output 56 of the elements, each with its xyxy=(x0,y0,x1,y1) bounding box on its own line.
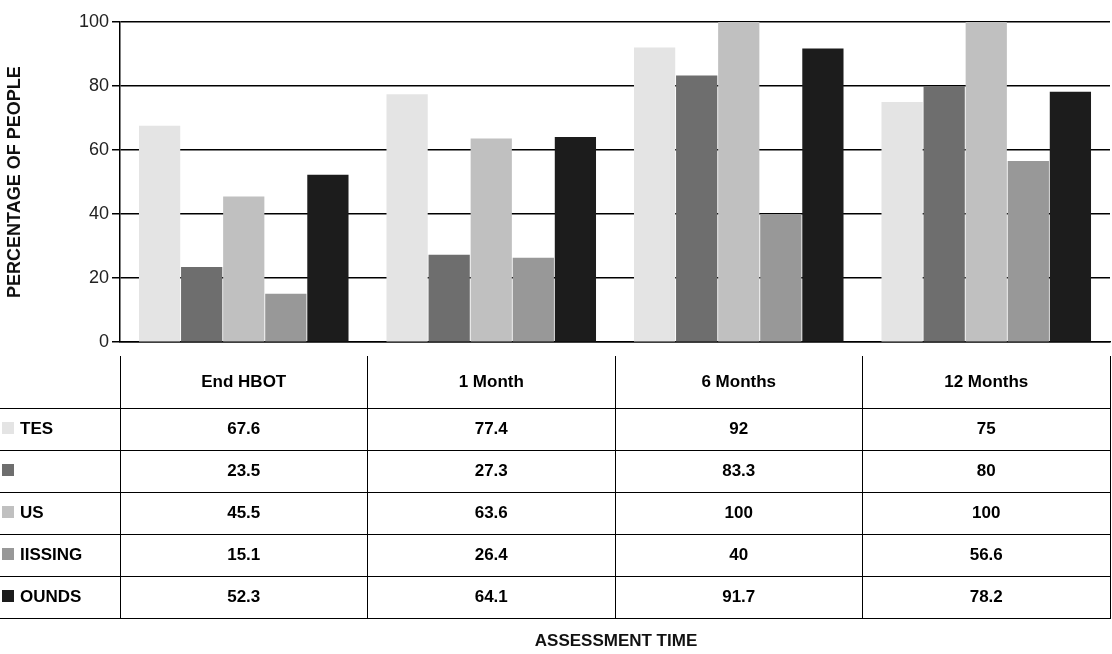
data-label: 40 xyxy=(615,534,863,576)
data-label: 67.6 xyxy=(120,408,368,450)
legend-label: OUNDS xyxy=(0,576,120,618)
data-label: 100 xyxy=(862,492,1110,534)
data-label: 63.6 xyxy=(367,492,615,534)
bar xyxy=(923,86,965,342)
text: ASSESSMENT TIME xyxy=(533,630,699,651)
data-label: 78.2 xyxy=(862,576,1110,618)
legend-label: IISSING xyxy=(0,534,120,576)
bar xyxy=(802,48,844,342)
bar xyxy=(138,125,181,342)
data-label: 56.6 xyxy=(862,534,1110,576)
data-label: 80 xyxy=(862,450,1110,492)
data-label: 15.1 xyxy=(120,534,368,576)
data-label: 83.3 xyxy=(615,450,863,492)
data-label: 91.7 xyxy=(615,576,863,618)
data-label: 52.3 xyxy=(120,576,368,618)
bar xyxy=(1007,160,1049,342)
bar xyxy=(223,196,265,342)
y-axis-title: PERCENTAGE OF PEOPLE xyxy=(3,66,24,298)
bar xyxy=(470,138,512,342)
bar xyxy=(512,257,554,342)
bar xyxy=(881,102,923,342)
bar xyxy=(965,22,1007,342)
bar xyxy=(386,94,428,342)
data-label: 75 xyxy=(862,408,1110,450)
bar xyxy=(633,47,676,342)
bar xyxy=(676,75,718,342)
y-tick-label: 60 xyxy=(88,139,109,160)
y-tick-label: 80 xyxy=(88,75,109,96)
x-tick-label: 1 Month xyxy=(367,356,615,408)
bar xyxy=(428,254,470,342)
data-label: 27.3 xyxy=(367,450,615,492)
data-label: 64.1 xyxy=(367,576,615,618)
data-label: 45.5 xyxy=(120,492,368,534)
bar xyxy=(718,22,760,342)
data-label: 77.4 xyxy=(367,408,615,450)
data-label: 100 xyxy=(615,492,863,534)
bar xyxy=(265,293,307,342)
y-tick-label: 0 xyxy=(98,331,109,352)
data-label: 92 xyxy=(615,408,863,450)
bar xyxy=(554,136,597,342)
legend-label: TES xyxy=(0,408,120,450)
legend-label: US xyxy=(0,492,120,534)
y-tick-label: 40 xyxy=(88,203,109,224)
bar xyxy=(1049,91,1092,342)
y-tick-label: 20 xyxy=(88,267,109,288)
x-tick-label: 12 Months xyxy=(862,356,1110,408)
data-label: 23.5 xyxy=(120,450,368,492)
y-tick-label: 100 xyxy=(78,10,109,31)
data-label: 26.4 xyxy=(367,534,615,576)
bar xyxy=(181,266,223,342)
x-tick-label: 6 Months xyxy=(615,356,863,408)
bar xyxy=(760,214,802,342)
x-tick-label: End HBOT xyxy=(120,356,368,408)
bar xyxy=(307,174,349,342)
